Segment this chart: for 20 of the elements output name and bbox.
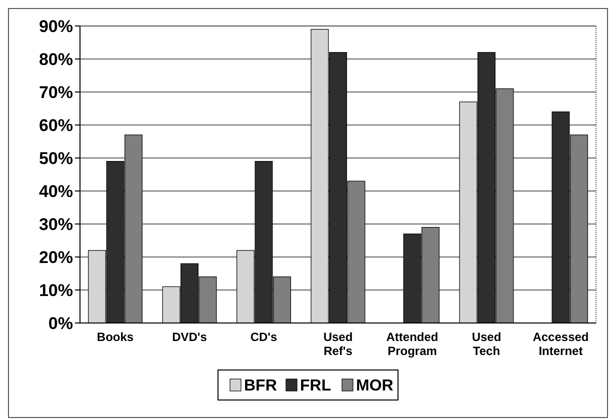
legend-label: BFR [244, 378, 278, 395]
y-tick-label: 50% [38, 148, 73, 168]
x-tick-label: Attended Program [386, 330, 438, 358]
x-tick-label: Used Tech [472, 330, 502, 358]
x-tick-label: Accessed Internet [532, 330, 589, 358]
y-tick-label: 10% [38, 280, 73, 300]
y-tick-label: 90% [38, 16, 73, 36]
legend-label: MOR [356, 378, 394, 395]
y-tick-label: 80% [38, 50, 73, 69]
x-tick-label: CD's [250, 330, 278, 344]
x-tick-label: Used Ref's [323, 330, 353, 358]
y-tick-label: 20% [38, 248, 73, 267]
y-tick-label: 60% [38, 116, 73, 135]
legend-label: FRL [300, 378, 332, 395]
y-tick-label: 0% [48, 314, 73, 333]
y-tick-label: 40% [38, 182, 73, 201]
x-tick-label: DVD's [172, 330, 208, 344]
y-tick-label: 70% [38, 82, 73, 102]
y-tick-label: 30% [38, 214, 73, 234]
x-tick-label: Books [96, 330, 134, 344]
